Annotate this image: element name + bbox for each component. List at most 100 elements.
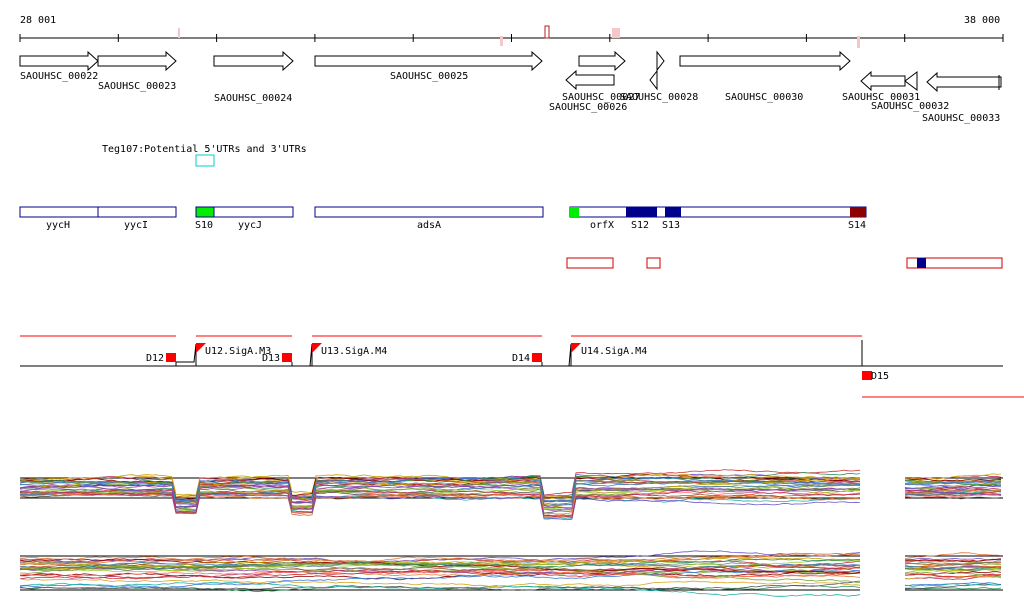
gene-label: SAOUHSC_00032 (871, 101, 949, 112)
promoter-notch (291, 343, 313, 367)
expression-trace (905, 575, 1002, 580)
expression-trace (904, 490, 1002, 494)
operon-S13[interactable] (665, 207, 681, 217)
operon-S12[interactable] (626, 207, 657, 217)
red-feature[interactable] (646, 257, 661, 269)
gene-arrow[interactable] (565, 69, 615, 91)
gene-label: SAOUHSC_00022 (20, 71, 98, 82)
expression-trace (19, 473, 861, 506)
expression-trace (19, 476, 861, 500)
gene-SAOUHSC_00022[interactable]: SAOUHSC_00022 (19, 50, 99, 82)
expression-trace (904, 480, 1002, 486)
expression-trace (19, 472, 861, 503)
gene-SAOUHSC_00026[interactable]: SAOUHSC_00026 (549, 69, 627, 113)
gene-arrow[interactable] (656, 50, 665, 72)
terminator-D15[interactable]: D15 (862, 371, 889, 382)
expression-trace (19, 578, 861, 587)
expression-trace (904, 573, 1002, 578)
expression-profile-lower (19, 550, 1003, 597)
expression-profile-upper (19, 469, 1003, 521)
operon-adsA[interactable] (314, 206, 544, 218)
red-feature[interactable] (566, 257, 614, 269)
promoter-label: U14.SigA.M4 (581, 346, 647, 357)
expression-trace (904, 492, 1002, 497)
operon-orfX[interactable] (569, 206, 867, 218)
gene-arrow[interactable] (314, 50, 543, 72)
promoter-U14[interactable]: U14.SigA.M4 (571, 343, 647, 357)
utr-track: Teg107:Potential 5'UTRs and 3'UTRs (102, 144, 307, 167)
red-feature-track (566, 257, 1003, 269)
gene-arrow[interactable] (860, 70, 906, 92)
gene-SAOUHSC_00023[interactable]: SAOUHSC_00023 (97, 50, 177, 92)
expression-trace (19, 563, 860, 583)
ruler-mark (544, 25, 550, 39)
gene-arrow[interactable] (904, 71, 918, 91)
gene-SAOUHSC_00030[interactable]: SAOUHSC_00030 (679, 50, 851, 103)
operon-label: adsA (417, 220, 441, 231)
promoter-U12[interactable]: U12.SigA.M3 (196, 343, 271, 357)
gene-arrow[interactable] (679, 50, 851, 72)
operon-yycJ[interactable] (213, 206, 294, 218)
utr-feature[interactable] (195, 154, 215, 167)
expression-trace (904, 473, 1002, 480)
operon-yycH[interactable] (19, 206, 99, 218)
gene-SAOUHSC_00033[interactable]: SAOUHSC_00033 (922, 71, 1002, 124)
expression-trace (904, 558, 1002, 563)
expression-trace (904, 566, 1002, 571)
expression-trace (904, 485, 1001, 490)
promoter-flag-icon (196, 343, 206, 353)
terminator-D14[interactable]: D14 (512, 353, 542, 364)
gene-SAOUHSC_00027[interactable]: SAOUHSC_00027 (562, 50, 640, 103)
red-feature[interactable] (906, 257, 1003, 269)
gene-label: SAOUHSC_00027 (562, 92, 640, 103)
terminator-box (532, 353, 542, 362)
expression-trace (904, 489, 1002, 496)
gene-SAOUHSC_00031[interactable]: SAOUHSC_00031 (842, 70, 920, 103)
expression-trace (19, 477, 861, 503)
gene-label: SAOUHSC_00028 (620, 92, 698, 103)
gene-arrow[interactable] (19, 50, 99, 72)
operon-S14[interactable] (850, 207, 866, 217)
promoter-U13[interactable]: U13.SigA.M4 (312, 343, 387, 357)
operon-label: orfX (590, 220, 614, 231)
terminator-label: D12 (146, 353, 164, 364)
gene-arrow[interactable] (97, 50, 177, 72)
ruler-ticks (19, 34, 1004, 42)
gene-arrow[interactable] (926, 71, 1002, 93)
operon-S10[interactable] (195, 206, 215, 218)
gene-label: SAOUHSC_00024 (214, 93, 292, 104)
expression-trace (904, 560, 1002, 566)
operon-track: yycH yycI S10 yycJ adsA orfX S12 S13 S14 (19, 206, 867, 231)
gene-arrow[interactable] (213, 50, 294, 72)
expression-trace (19, 484, 861, 510)
expression-trace (19, 564, 861, 580)
promoter-flag-icon (312, 343, 322, 353)
gene-label: SAOUHSC_00033 (922, 113, 1000, 124)
expression-trace (19, 559, 861, 573)
expression-trace (904, 565, 1001, 570)
gene-SAOUHSC_00024[interactable]: SAOUHSC_00024 (213, 50, 294, 104)
terminator-D13[interactable]: D13 (262, 353, 292, 364)
expression-trace (904, 557, 1002, 561)
expression-trace (904, 583, 1002, 587)
terminator-box (282, 353, 292, 362)
expression-trace (904, 552, 1002, 559)
promoter-flag-icon (571, 343, 581, 353)
gene-label: SAOUHSC_00030 (725, 92, 803, 103)
operon-label: yycH (46, 220, 70, 231)
gene-SAOUHSC_00028[interactable]: SAOUHSC_00028 (620, 50, 698, 103)
terminator-D12[interactable]: D12 (146, 353, 176, 364)
transcription-track: U12.SigA.M3 U13.SigA.M4 U14.SigA.M4 D12 … (20, 335, 1024, 398)
expression-trace (19, 558, 861, 570)
gene-SAOUHSC_00032[interactable]: SAOUHSC_00032 (871, 71, 949, 112)
gene-track: SAOUHSC_00022 SAOUHSC_00023 SAOUHSC_0002… (19, 50, 1002, 124)
operon-yycI[interactable] (97, 206, 177, 218)
operon-label: S12 (631, 220, 649, 231)
promoter-notch (175, 343, 197, 366)
promoter-notch (541, 343, 572, 367)
operon-orfX-start (570, 207, 579, 217)
expression-trace (20, 560, 861, 569)
gene-arrow[interactable] (578, 50, 626, 72)
gene-SAOUHSC_00025[interactable]: SAOUHSC_00025 (314, 50, 543, 82)
